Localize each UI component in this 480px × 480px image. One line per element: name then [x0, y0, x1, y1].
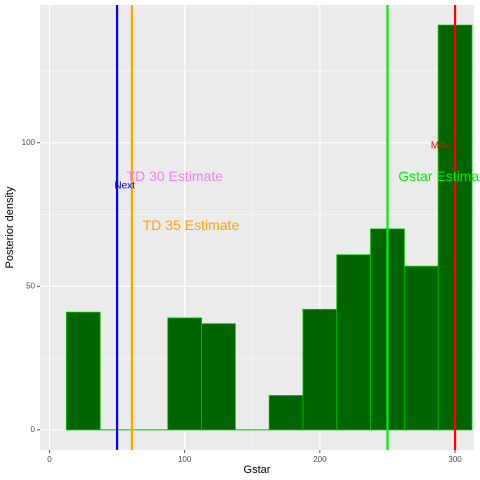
reference-line-label: Max — [431, 140, 450, 151]
axis-ticks: 0 100 200 300 0 50 100 — [22, 138, 463, 464]
x-tick-label: 100 — [178, 455, 192, 464]
y-axis-label: Posterior density — [4, 186, 16, 268]
y-tick-label: 100 — [22, 138, 36, 147]
x-axis-label: Gstar — [244, 464, 271, 476]
x-tick-label: 300 — [448, 455, 462, 464]
reference-line-label: Next — [114, 181, 135, 192]
histogram-bar — [167, 317, 202, 431]
reference-line-label: Gstar Estimate — [398, 168, 480, 184]
histogram-bars — [65, 24, 473, 431]
reference-line-label: TD 35 Estimate — [143, 217, 240, 233]
x-tick-label: 200 — [313, 455, 327, 464]
histogram-bar — [268, 395, 304, 431]
annotation-label: TD 30 Estimate — [127, 168, 224, 184]
y-tick-label: 0 — [31, 425, 36, 434]
x-tick-label: 0 — [47, 455, 52, 464]
histogram-bar — [336, 254, 371, 431]
vertical-reference-lines — [115, 5, 457, 450]
histogram-bar — [302, 308, 338, 431]
histogram-bar — [201, 323, 236, 431]
histogram-bar — [65, 311, 101, 431]
y-tick-label: 50 — [26, 281, 35, 290]
histogram-bar — [403, 265, 439, 431]
